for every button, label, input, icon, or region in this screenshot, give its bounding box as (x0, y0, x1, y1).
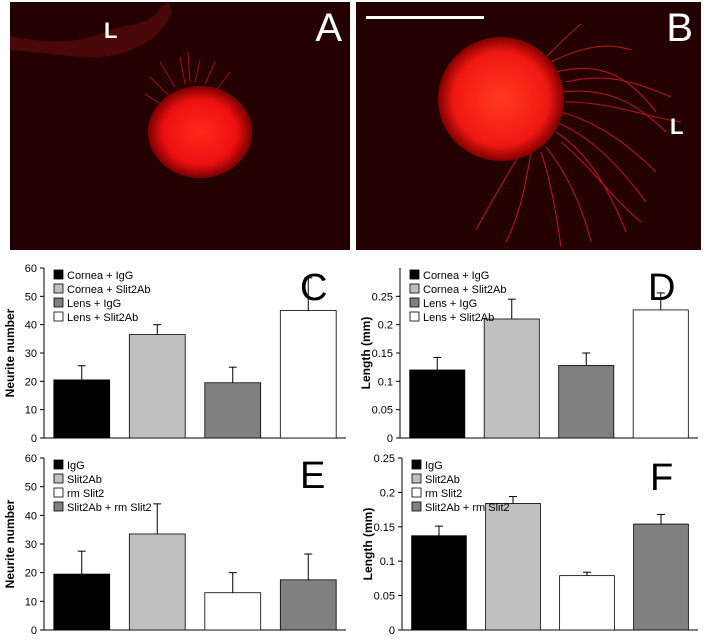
micrograph-b-image (366, 16, 682, 248)
lens-tissue-edge-a (10, 2, 172, 58)
chart-e-tick-label: 0 (31, 625, 37, 637)
chart-c-legend-swatch (53, 297, 64, 308)
chart-e-panel-label: E (300, 455, 325, 497)
chart-f: 0 0.05 0.1 0.15 0.2 0.25 Length (mm) IgG Slit2Ab… (361, 453, 698, 637)
chart-f-tick-label: 0.25 (374, 453, 395, 465)
chart-f-tick-label: 0 (389, 625, 395, 637)
neurites-b (475, 23, 682, 248)
chart-c-legend-label: Lens + Slit2Ab (67, 312, 138, 324)
chart-f-legend-swatch (411, 501, 422, 512)
chart-d: 0 0.05 0.1 0.15 0.2 0.25 Length (mm) Cornea + I… (359, 267, 698, 445)
chart-c-tick-label: 60 (25, 263, 37, 275)
chart-e-legend-swatch (53, 459, 64, 470)
chart-e-bar (204, 592, 262, 631)
chart-f-tick-label: 0.15 (374, 522, 395, 534)
chart-f-bar (559, 575, 615, 631)
chart-e-bar (279, 579, 337, 631)
chart-f-y-label: Length (mm) (361, 508, 375, 581)
chart-c-legend-label: Cornea + Slit2Ab (67, 284, 150, 296)
chart-c-panel-label: C (300, 267, 327, 309)
chart-e-legend-label: rm Slit2 (67, 488, 104, 500)
chart-f-legend-swatch (411, 473, 422, 484)
chart-c-y-label: Neurite number (3, 308, 17, 397)
chart-e-legend-swatch (53, 487, 64, 498)
micrograph-b: B L (356, 2, 701, 250)
chart-d-legend-swatch (409, 283, 420, 294)
chart-d-bar (409, 369, 466, 439)
chart-d-legend-swatch (409, 297, 420, 308)
lens-marker-a: L (104, 18, 118, 43)
chart-f-legend-label: Slit2Ab (425, 474, 460, 486)
chart-f-legend-swatch (411, 487, 422, 498)
chart-c-tick-label: 0 (31, 433, 37, 445)
chart-d-legend-swatch (409, 311, 420, 322)
chart-c-bar (279, 310, 337, 439)
chart-e-y-label: Neurite number (3, 499, 17, 588)
chart-d-tick-label: 0.1 (378, 376, 393, 388)
chart-d-tick-label: 0.15 (372, 348, 393, 360)
chart-e-tick-label: 30 (25, 539, 37, 551)
chart-c-legend-swatch (53, 283, 64, 294)
chart-f-legend-label: rm Slit2 (425, 488, 462, 500)
micrograph-a: A L (10, 2, 350, 250)
chart-d-tick-label: 0.05 (372, 405, 393, 417)
chart-d-legend-label: Cornea + Slit2Ab (423, 284, 506, 296)
chart-e-tick-label: 20 (25, 568, 37, 580)
chart-e-bar (128, 533, 186, 631)
chart-e-tick-label: 60 (25, 453, 37, 465)
chart-c-legend-swatch (53, 311, 64, 322)
chart-d-bar (558, 365, 615, 439)
chart-d-bar (632, 309, 689, 439)
chart-d-tick-label: 0 (387, 433, 393, 445)
chart-e-legend-swatch (53, 473, 64, 484)
explant-body-a (148, 86, 252, 178)
chart-f-tick-label: 0.2 (380, 487, 395, 499)
explant-body-b (438, 37, 564, 161)
chart-c-legend-label: Cornea + IgG (67, 270, 133, 282)
chart-f-tick-label: 0.1 (380, 556, 395, 568)
chart-f-bar (633, 523, 689, 631)
panel-label-a: A (315, 6, 342, 50)
chart-d-legend-label: Lens + IgG (423, 298, 477, 310)
chart-d-tick-label: 0.2 (378, 320, 393, 332)
chart-c-tick-label: 40 (25, 320, 37, 332)
chart-d-tick-label: 0.25 (372, 291, 393, 303)
chart-c-bar (204, 382, 262, 439)
chart-f-bar (485, 503, 541, 631)
scale-bar (366, 16, 484, 19)
chart-e-bar (53, 573, 111, 631)
chart-c-tick-label: 30 (25, 348, 37, 360)
chart-f-legend-label: IgG (425, 460, 443, 472)
chart-e-legend-swatch (53, 501, 64, 512)
chart-d-legend-swatch (409, 269, 420, 280)
chart-d-legend-label: Cornea + IgG (423, 270, 489, 282)
chart-f-legend-swatch (411, 459, 422, 470)
chart-c-bar (128, 334, 186, 439)
chart-d-y-label: Length (mm) (359, 317, 373, 390)
chart-d-legend-label: Lens + Slit2Ab (423, 312, 494, 324)
chart-e-legend-label: Slit2Ab (67, 474, 102, 486)
chart-f-bar (411, 535, 467, 631)
chart-c-tick-label: 20 (25, 376, 37, 388)
chart-c-legend-label: Lens + IgG (67, 298, 121, 310)
chart-c-legend-swatch (53, 269, 64, 280)
chart-d-panel-label: D (648, 267, 675, 309)
panel-label-b: B (666, 6, 693, 50)
lens-marker-b: L (670, 114, 684, 139)
chart-e-legend-label: IgG (67, 460, 85, 472)
chart-e: 0 10 20 30 40 50 60 Neurite number IgG Slit2Ab rm … (3, 453, 346, 637)
chart-f-panel-label: F (650, 457, 673, 499)
chart-c-bar (53, 379, 111, 439)
chart-c: 0 10 20 30 40 50 60 Neurite number Cornea + IgG C… (3, 263, 346, 445)
chart-f-tick-label: 0.05 (374, 591, 395, 603)
chart-c-tick-label: 10 (25, 405, 37, 417)
chart-e-tick-label: 10 (25, 596, 37, 608)
chart-d-bar (483, 318, 540, 439)
chart-e-legend-label: Slit2Ab + rm Slit2 (67, 502, 152, 514)
chart-c-tick-label: 50 (25, 291, 37, 303)
chart-f-legend-label: Slit2Ab + rm Slit2 (425, 502, 510, 514)
chart-e-tick-label: 40 (25, 510, 37, 522)
micrograph-a-image (10, 2, 252, 178)
chart-e-tick-label: 50 (25, 482, 37, 494)
